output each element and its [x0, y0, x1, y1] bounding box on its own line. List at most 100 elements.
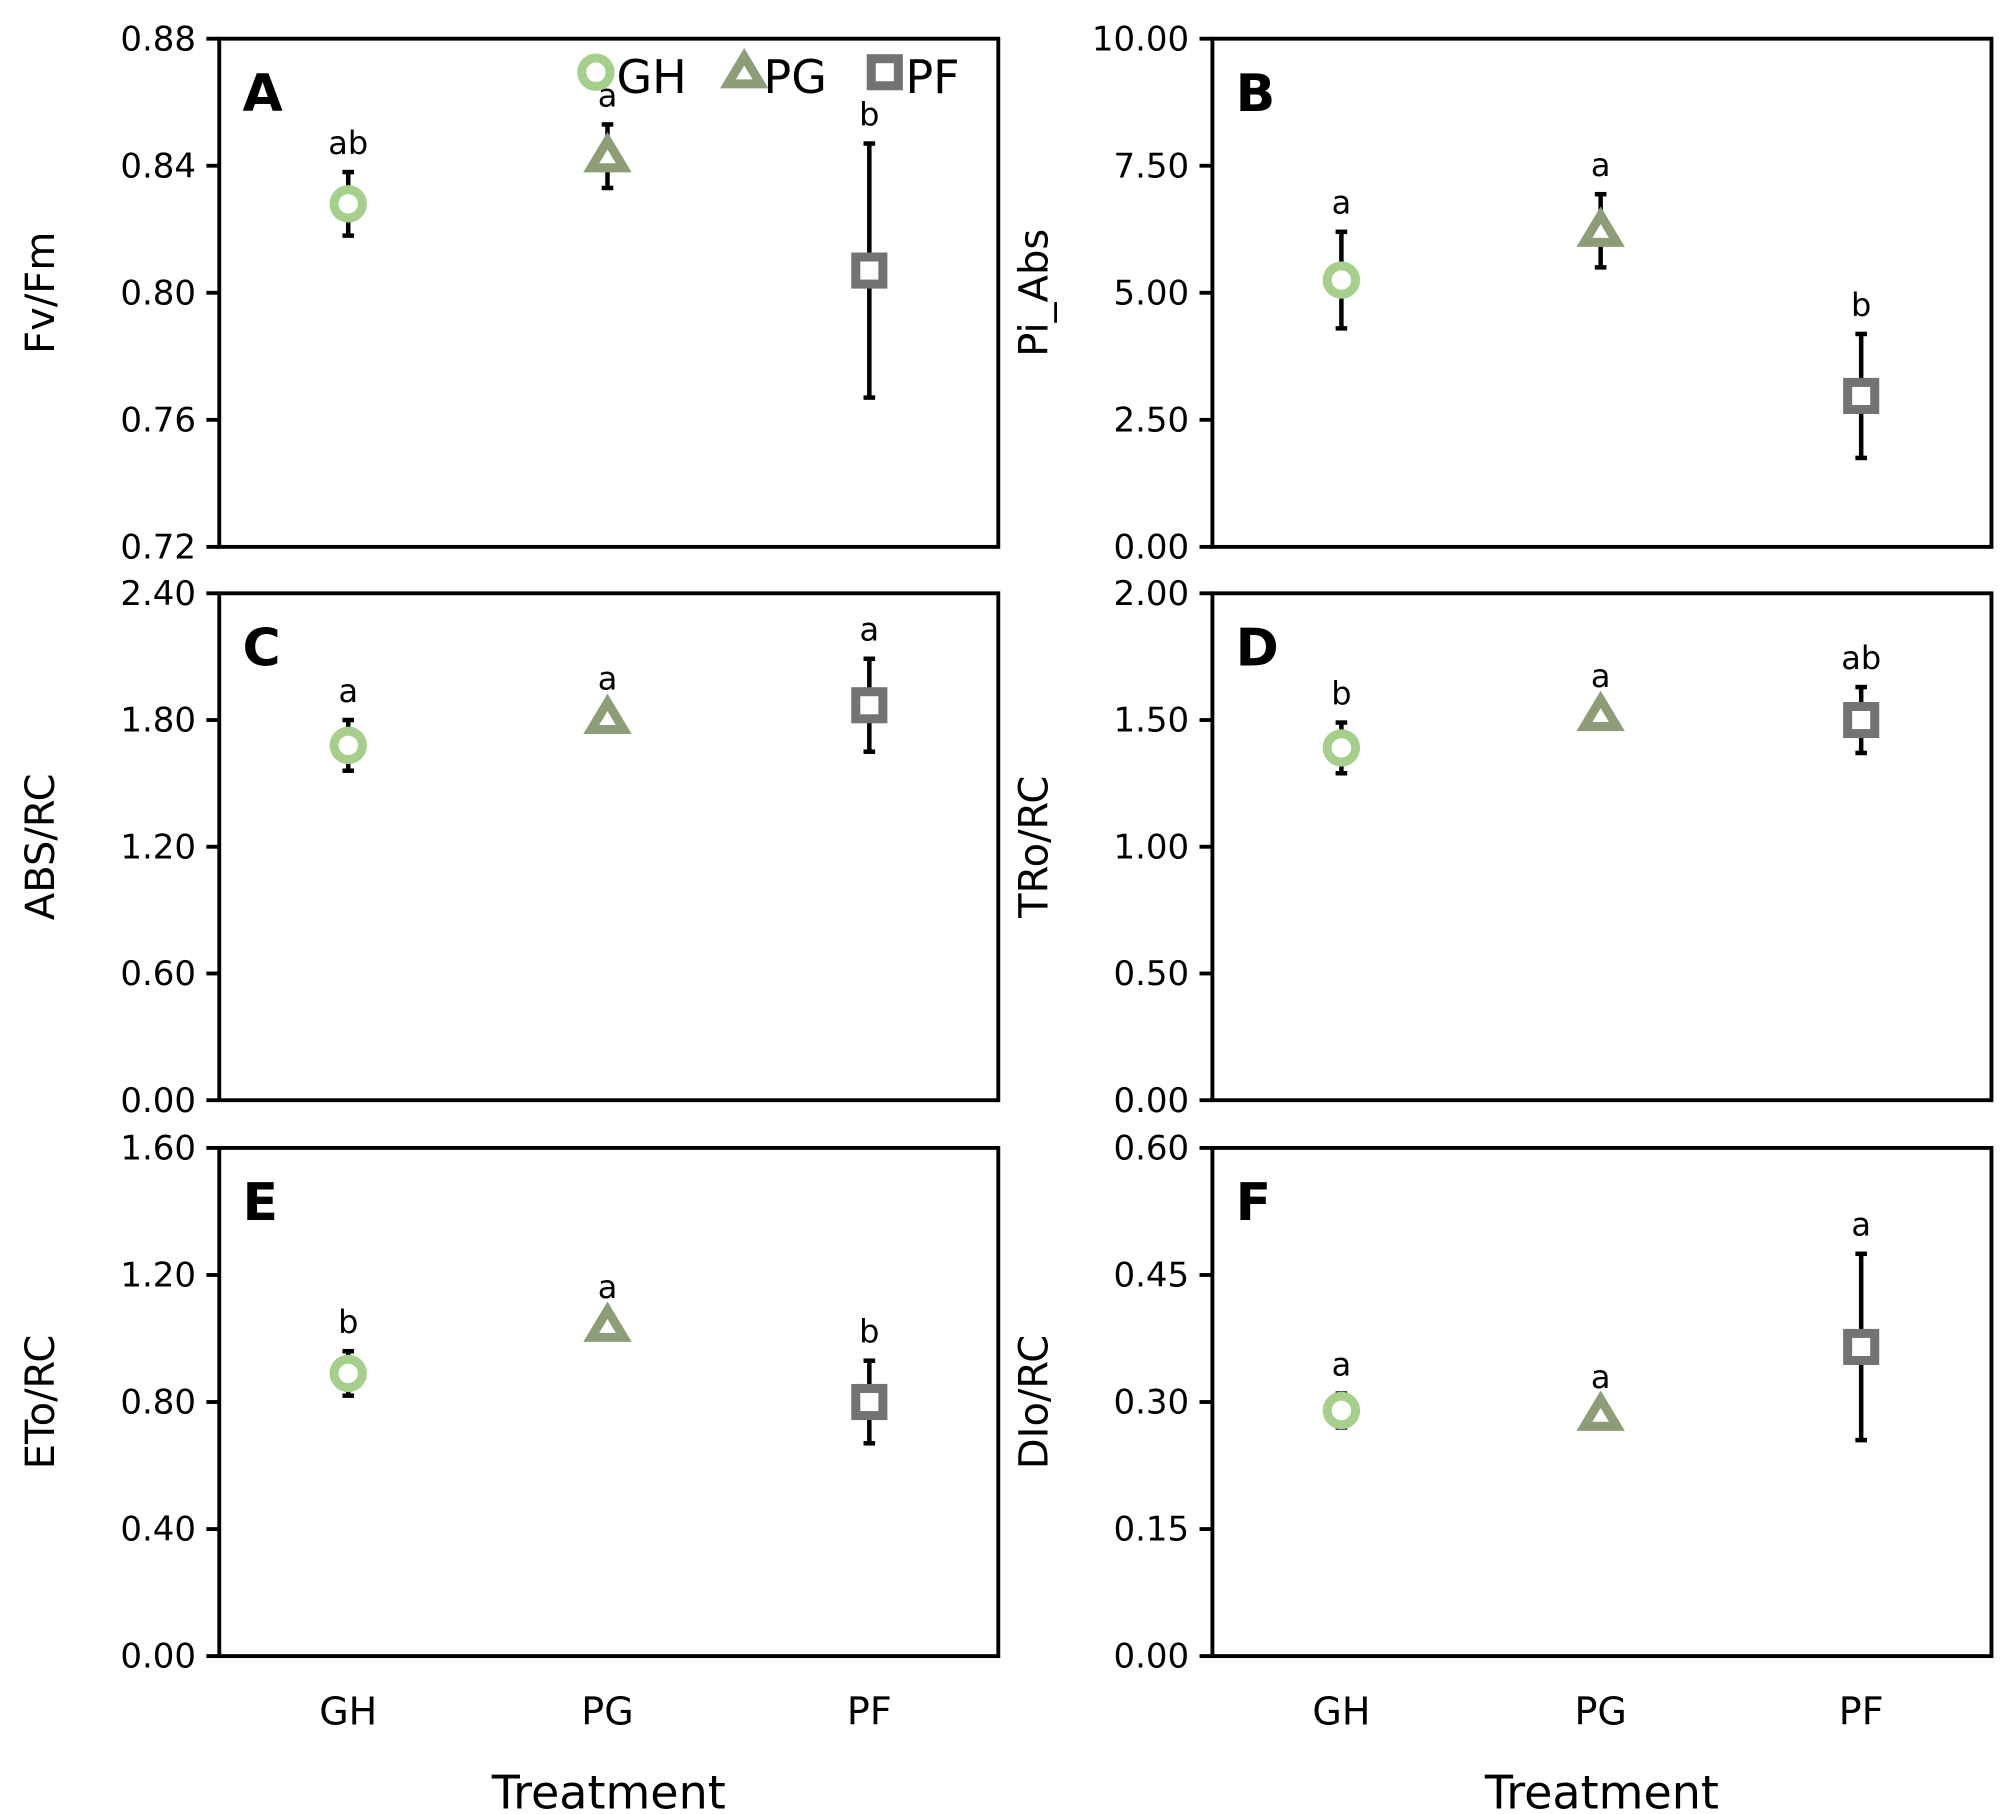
- x-tick-label: GH: [1312, 1689, 1370, 1733]
- y-tick-label: 0.00: [120, 1637, 196, 1677]
- panel-b: 0.00 2.50 5.00 7.50 10.00 Pi_Abs Ba a b: [1011, 19, 1994, 567]
- panel-c: 0.00 0.60 1.20 1.80 2.40 ABS/RC Ca a a: [18, 574, 1001, 1121]
- legend-marker-pg: [719, 47, 769, 89]
- data-point-pg: [583, 1301, 632, 1342]
- data-point-pf: [1843, 1328, 1880, 1366]
- significance-label: a: [1332, 184, 1352, 222]
- plot-frame: [217, 36, 1001, 549]
- legend-label-gh: GH: [617, 50, 687, 104]
- significance-label: ab: [1841, 639, 1881, 677]
- legend: GH PG PF: [577, 47, 960, 104]
- x-tick-label: PF: [847, 1689, 892, 1733]
- data-point-pg: [1576, 690, 1625, 732]
- significance-label: a: [338, 672, 358, 710]
- significance-label: a: [1332, 1345, 1352, 1383]
- y-axis-title: TRo/RC: [1011, 776, 1057, 919]
- significance-label: a: [860, 611, 880, 649]
- y-tick-label: 0.72: [120, 527, 196, 567]
- significance-label: b: [1851, 286, 1871, 324]
- legend-marker-pf: [866, 54, 903, 91]
- significance-label: b: [338, 1303, 358, 1341]
- data-point-pg: [583, 693, 632, 735]
- y-axis-title: ETo/RC: [18, 1335, 64, 1470]
- legend-label-pg: PG: [764, 50, 827, 104]
- y-axis-title: Fv/Fm: [18, 232, 64, 354]
- significance-label: a: [1591, 1358, 1611, 1396]
- data-point-gh: [1322, 261, 1361, 299]
- x-tick-label: PG: [1574, 1689, 1626, 1733]
- y-tick-label: 0.00: [1113, 527, 1189, 567]
- significance-label: a: [1591, 146, 1611, 184]
- panel-letter: E: [242, 1173, 278, 1233]
- y-tick-label: 2.50: [1113, 400, 1189, 440]
- panel-letter: D: [1236, 619, 1279, 679]
- data-point-gh: [329, 726, 367, 765]
- panel-letter: C: [242, 619, 280, 679]
- y-tick-label: 0.45: [1113, 1256, 1189, 1296]
- data-point-pf: [1843, 701, 1880, 739]
- x-tick-label: GH: [319, 1689, 377, 1733]
- legend-marker-gh: [577, 53, 615, 91]
- y-tick-label: 1.50: [1113, 701, 1189, 741]
- y-tick-label: 1.20: [120, 1256, 196, 1296]
- y-tick-label: 0.00: [1113, 1081, 1189, 1121]
- y-tick-label: 7.50: [1113, 146, 1189, 186]
- legend-label-pf: PF: [905, 50, 959, 104]
- y-tick-label: 1.80: [120, 701, 196, 741]
- y-tick-label: 0.15: [1113, 1510, 1189, 1550]
- y-axis-title: ABS/RC: [18, 773, 64, 920]
- y-axis-title: DIo/RC: [1011, 1335, 1057, 1469]
- data-point-pg: [1576, 1390, 1625, 1431]
- y-tick-label: 1.60: [120, 1129, 196, 1169]
- y-tick-label: 0.84: [120, 146, 196, 186]
- y-tick-label: 1.00: [1113, 827, 1189, 867]
- data-point-gh: [1322, 1391, 1361, 1430]
- significance-label: b: [859, 95, 879, 133]
- panel-e: 0.00 0.40 0.80 1.20 1.60 ETo/RC Eb a b GH PG PF Trea…: [18, 1129, 1001, 1814]
- panel-letter: A: [242, 64, 282, 124]
- significance-label: b: [1331, 675, 1351, 713]
- data-point-gh: [329, 185, 367, 223]
- y-tick-label: 0.50: [1113, 954, 1189, 994]
- data-point-pg: [583, 131, 632, 173]
- significance-label: a: [1591, 657, 1611, 695]
- y-tick-label: 0.00: [1113, 1637, 1189, 1677]
- y-tick-label: 0.30: [1113, 1383, 1189, 1423]
- x-axis-title: Treatment: [1484, 1765, 1719, 1814]
- panel-d: 0.00 0.50 1.00 1.50 2.00 TRo/RC Db a ab: [1011, 574, 1994, 1121]
- data-point-pf: [851, 1383, 888, 1421]
- data-point-pf: [851, 687, 888, 724]
- significance-label: a: [1851, 1206, 1871, 1244]
- x-tick-label: PF: [1839, 1689, 1884, 1733]
- panel-f: 0.00 0.15 0.30 0.45 0.60 DIo/RC Fa a a GH PG PF Trea…: [1011, 1129, 1994, 1814]
- y-tick-label: 0.76: [120, 400, 196, 440]
- y-tick-label: 10.00: [1092, 19, 1189, 59]
- significance-label: b: [859, 1313, 879, 1351]
- panel-letter: B: [1236, 64, 1276, 124]
- data-point-pf: [1843, 377, 1880, 415]
- significance-label: a: [598, 1268, 618, 1306]
- panel-letter: F: [1236, 1173, 1272, 1233]
- y-tick-label: 0.80: [120, 273, 196, 313]
- y-axis-title: Pi_Abs: [1011, 229, 1057, 357]
- y-tick-label: 0.80: [120, 1383, 196, 1423]
- y-tick-label: 2.40: [120, 574, 196, 614]
- y-tick-label: 0.88: [120, 19, 196, 59]
- y-tick-label: 0.60: [120, 954, 196, 994]
- data-point-gh: [1322, 729, 1361, 767]
- y-tick-label: 1.20: [120, 827, 196, 867]
- data-point-pg: [1576, 206, 1625, 247]
- y-tick-label: 0.60: [1113, 1129, 1189, 1169]
- y-tick-label: 2.00: [1113, 574, 1189, 614]
- data-point-gh: [329, 1354, 367, 1393]
- y-tick-label: 5.00: [1113, 273, 1189, 313]
- y-tick-label: 0.40: [120, 1510, 196, 1550]
- x-tick-label: PG: [581, 1689, 633, 1733]
- x-axis-title: Treatment: [491, 1765, 726, 1814]
- data-point-pf: [851, 252, 888, 289]
- y-tick-label: 0.00: [120, 1081, 196, 1121]
- significance-label: ab: [328, 124, 368, 162]
- significance-label: a: [598, 659, 618, 697]
